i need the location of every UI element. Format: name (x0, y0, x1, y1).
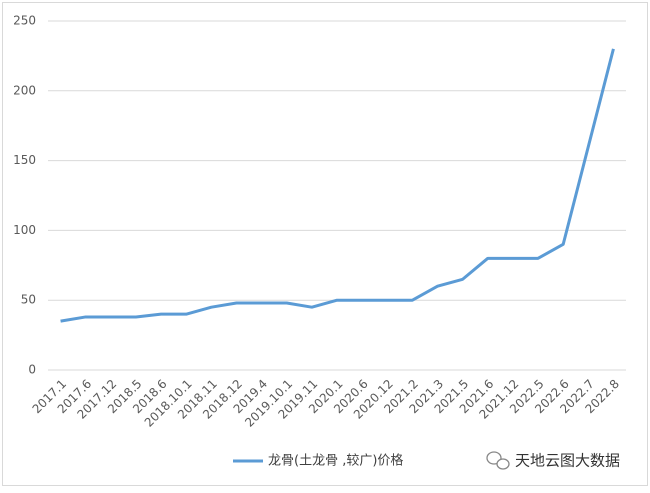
y-tick-label: 100 (13, 223, 36, 237)
legend-label: 龙骨(土龙骨 ,较广)价格 (268, 453, 403, 469)
watermark-text: 天地云图大数据 (515, 452, 620, 470)
y-tick-label: 150 (13, 153, 36, 167)
y-tick-label: 200 (13, 83, 36, 97)
y-tick-label: 0 (28, 363, 36, 377)
watermark-icon (486, 451, 502, 465)
y-tick-label: 250 (13, 14, 36, 28)
watermark: 天地云图大数据 (486, 451, 620, 470)
chart-frame (2, 2, 648, 486)
y-tick-label: 50 (21, 293, 36, 307)
watermark-icon (496, 458, 510, 470)
data-line (60, 48, 615, 323)
